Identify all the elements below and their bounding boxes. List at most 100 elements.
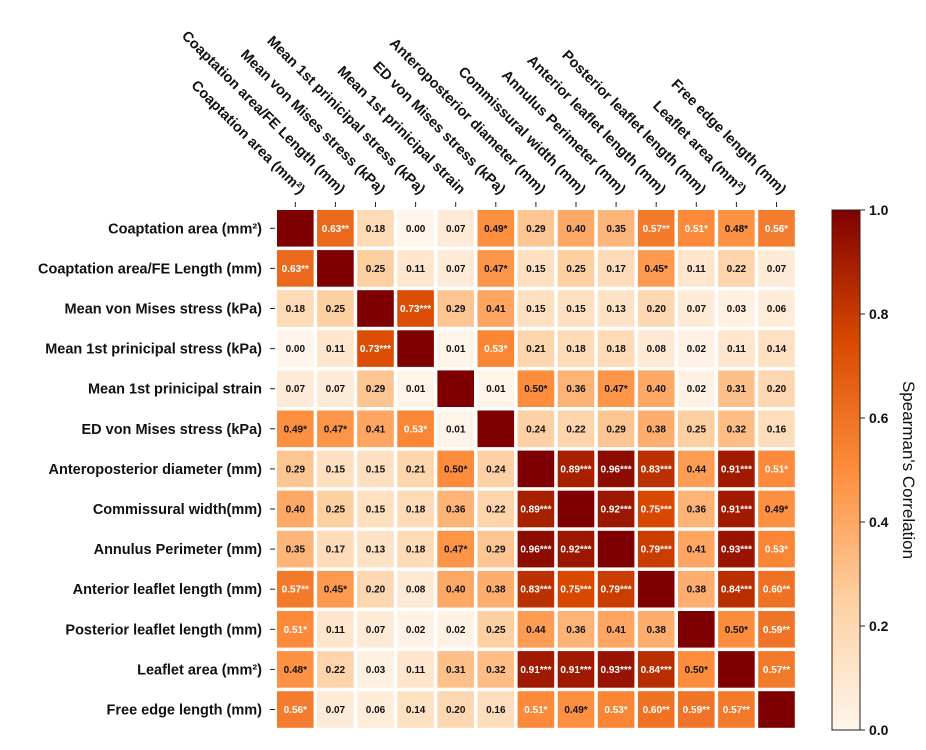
heatmap-cell (758, 530, 795, 568)
colorbar-tick-label: 1.0 (869, 202, 889, 218)
colorbar-ticks: 0.0 0.2 0.4 0.6 0.8 1.0 (860, 202, 889, 738)
heatmap-cell (357, 410, 394, 448)
cell-value-label: 0.20 (767, 384, 787, 395)
heatmap-cell (477, 410, 515, 448)
heatmap-cell (397, 530, 434, 568)
heatmap-cell (397, 330, 434, 367)
cell-value-label: 0.00 (286, 344, 306, 355)
heatmap-cell (517, 490, 555, 528)
heatmap-cell (597, 651, 635, 688)
cell-value-label: 0.41 (606, 625, 626, 636)
cell-value-label: 0.47* (484, 264, 507, 275)
cell-value-label: 0.44 (526, 625, 546, 636)
cell-value-label: 0.03 (366, 665, 386, 676)
heatmap-cell (437, 330, 474, 367)
cell-value-label: 0.21 (526, 344, 546, 355)
colorbar-tick-label: 0.0 (869, 722, 889, 738)
cell-value-label: 0.24 (486, 464, 506, 475)
heatmap-cell (718, 490, 755, 528)
heatmap-cell (277, 490, 314, 528)
heatmap-cell (277, 330, 314, 367)
row-label: Commissural width(mm) (93, 502, 262, 518)
heatmap-cell (517, 410, 555, 448)
cell-value-label: 0.29 (606, 424, 626, 435)
heatmap-cell (397, 611, 434, 648)
heatmap-cell (277, 210, 314, 247)
cell-value-label: 0.73*** (360, 344, 391, 355)
cell-value-label: 0.53* (604, 705, 627, 716)
heatmap-cell (758, 410, 795, 448)
cell-value-label: 0.15 (526, 264, 546, 275)
cell-value-label: 0.11 (687, 264, 706, 275)
cell-value-label: 0.73*** (400, 304, 431, 315)
colorbar-tick-label: 0.4 (869, 514, 889, 530)
cell-value-label: 0.91*** (721, 505, 752, 516)
cell-value-label: 0.47* (324, 424, 347, 435)
heatmap-cell (758, 570, 795, 608)
heatmap-cell (397, 370, 434, 407)
cell-value-label: 0.11 (406, 665, 425, 676)
heatmap-cell (357, 530, 394, 568)
heatmap-cell (517, 370, 555, 407)
cell-value-label: 0.36 (566, 384, 586, 395)
heatmap-cell (397, 691, 434, 728)
cell-value-label: 0.11 (727, 344, 746, 355)
cell-value-label: 0.53* (484, 344, 507, 355)
heatmap-cell (317, 210, 354, 247)
heatmap-cell (317, 530, 354, 568)
heatmap-cell (637, 290, 675, 327)
row-labels: Coaptation area (mm²) Coaptation area/FE … (38, 221, 275, 719)
cell-value-label: 0.01 (406, 384, 426, 395)
cell-value-label: 0.89*** (520, 505, 551, 516)
cell-value-label: 0.41 (486, 304, 506, 315)
cell-value-label: 0.92*** (560, 545, 591, 556)
heatmap-cell (397, 651, 434, 688)
heatmap-cell (678, 691, 715, 728)
heatmap-cell (718, 691, 755, 728)
cell-value-label: 0.00 (406, 224, 426, 235)
colorbar-gradient (831, 209, 861, 731)
heatmap-cell (477, 530, 515, 568)
heatmap-cell (678, 490, 715, 528)
heatmap-cell (437, 611, 474, 648)
heatmap-cell (597, 611, 635, 648)
cell-value-label: 0.96*** (601, 464, 632, 475)
heatmap-cell (437, 570, 474, 608)
cell-value-label: 0.59** (763, 625, 790, 636)
heatmap-cell (557, 530, 595, 568)
cell-value-label: 0.38 (646, 625, 666, 636)
heatmap-cell (597, 570, 635, 608)
heatmap-cell (277, 530, 314, 568)
heatmap-cell (718, 450, 755, 488)
heatmap-cell (758, 611, 795, 648)
cell-value-label: 0.16 (767, 424, 787, 435)
column-label: Mean von Mises stress (kPa) (237, 47, 388, 198)
heatmap-cell (437, 410, 474, 448)
heatmap-cell (517, 250, 555, 287)
heatmap-cell (718, 250, 755, 287)
heatmap-cell (277, 250, 314, 287)
heatmap-cell (718, 370, 755, 407)
cell-value-label: 0.22 (326, 665, 346, 676)
heatmap-cell (397, 490, 434, 528)
heatmap-cell (357, 570, 394, 608)
heatmap-cell (477, 370, 515, 407)
column-labels: Coaptation area (mm²)Coaptation area/FE … (178, 28, 789, 207)
heatmap-cell (437, 530, 474, 568)
heatmap-cell (758, 290, 795, 327)
cell-value-label: 0.01 (446, 424, 466, 435)
row-label: Free edge length (mm) (107, 703, 263, 719)
heatmap-cell (557, 651, 595, 688)
heatmap-cell (597, 210, 635, 247)
heatmap-cell (557, 450, 595, 488)
heatmap-cell (718, 570, 755, 608)
cell-value-label: 0.24 (526, 424, 546, 435)
cell-value-label: 0.56* (765, 224, 788, 235)
heatmap-cell (317, 651, 354, 688)
heatmap-cell (758, 651, 795, 688)
cell-value-label: 0.08 (646, 344, 666, 355)
cell-value-label: 0.59** (683, 705, 710, 716)
heatmap-cell (277, 290, 314, 327)
colorbar-title: Spearman's Correlation (899, 381, 918, 559)
